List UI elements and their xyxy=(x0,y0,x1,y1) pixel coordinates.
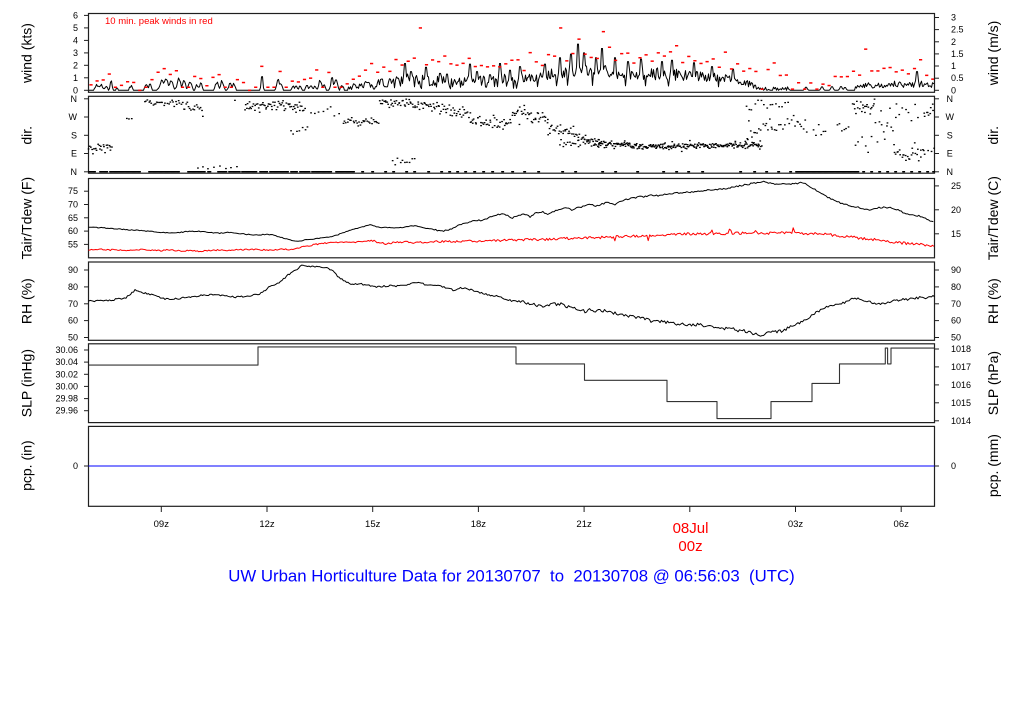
svg-text:70: 70 xyxy=(68,299,78,309)
svg-text:SLP (inHg): SLP (inHg) xyxy=(19,349,35,417)
svg-text:30.06: 30.06 xyxy=(55,345,78,355)
svg-text:30.00: 30.00 xyxy=(55,381,78,391)
svg-text:15z: 15z xyxy=(365,519,381,530)
svg-text:1015: 1015 xyxy=(951,398,971,408)
svg-text:90: 90 xyxy=(951,265,961,275)
svg-text:1: 1 xyxy=(951,61,956,71)
svg-text:RH (%): RH (%) xyxy=(19,278,35,324)
svg-text:N: N xyxy=(71,167,78,177)
svg-text:06z: 06z xyxy=(894,519,910,530)
svg-text:E: E xyxy=(71,149,77,159)
svg-text:0: 0 xyxy=(951,461,956,471)
svg-text:1014: 1014 xyxy=(951,416,971,426)
svg-text:15: 15 xyxy=(951,229,961,239)
svg-text:09z: 09z xyxy=(154,519,170,530)
svg-text:10 min. peak winds in red: 10 min. peak winds in red xyxy=(105,16,213,27)
svg-text:S: S xyxy=(947,130,953,140)
svg-text:4: 4 xyxy=(73,35,78,45)
svg-text:70: 70 xyxy=(951,299,961,309)
svg-text:20: 20 xyxy=(951,205,961,215)
svg-text:N: N xyxy=(947,94,954,104)
svg-text:Tair/Tdew (C): Tair/Tdew (C) xyxy=(985,176,1001,260)
svg-text:2.5: 2.5 xyxy=(951,25,964,35)
svg-text:80: 80 xyxy=(68,282,78,292)
svg-text:1017: 1017 xyxy=(951,362,971,372)
svg-text:1018: 1018 xyxy=(951,344,971,354)
svg-text:1016: 1016 xyxy=(951,380,971,390)
svg-text:wind (kts): wind (kts) xyxy=(19,23,35,84)
svg-text:1.5: 1.5 xyxy=(951,49,964,59)
svg-text:50: 50 xyxy=(951,333,961,343)
svg-text:dir.: dir. xyxy=(985,126,1001,145)
svg-text:0: 0 xyxy=(73,461,78,471)
svg-text:18z: 18z xyxy=(471,519,487,530)
svg-text:60: 60 xyxy=(951,316,961,326)
svg-text:UW Urban Horticulture Data for: UW Urban Horticulture Data for 20130707 … xyxy=(228,566,794,585)
svg-text:00z: 00z xyxy=(678,538,702,555)
svg-text:6: 6 xyxy=(73,10,78,20)
svg-text:70: 70 xyxy=(68,200,78,210)
svg-text:75: 75 xyxy=(68,186,78,196)
svg-text:0: 0 xyxy=(73,85,78,95)
svg-text:SLP (hPa): SLP (hPa) xyxy=(985,351,1001,415)
svg-text:29.96: 29.96 xyxy=(55,406,78,416)
svg-text:55: 55 xyxy=(68,239,78,249)
svg-text:65: 65 xyxy=(68,213,78,223)
svg-text:dir.: dir. xyxy=(19,126,35,145)
svg-text:5: 5 xyxy=(73,23,78,33)
svg-text:29.98: 29.98 xyxy=(55,394,78,404)
svg-text:RH (%): RH (%) xyxy=(985,278,1001,324)
svg-text:N: N xyxy=(71,94,78,104)
svg-text:25: 25 xyxy=(951,181,961,191)
svg-text:W: W xyxy=(69,112,78,122)
svg-text:30.02: 30.02 xyxy=(55,369,78,379)
svg-text:08Jul: 08Jul xyxy=(673,520,709,537)
svg-text:1: 1 xyxy=(73,73,78,83)
svg-text:W: W xyxy=(946,112,955,122)
svg-text:Tair/Tdew (F): Tair/Tdew (F) xyxy=(19,177,35,259)
svg-text:pcp. (in): pcp. (in) xyxy=(19,440,35,491)
svg-text:pcp. (mm): pcp. (mm) xyxy=(985,434,1001,497)
svg-text:3: 3 xyxy=(951,13,956,23)
svg-text:E: E xyxy=(947,149,953,159)
svg-text:0: 0 xyxy=(951,85,956,95)
svg-text:12z: 12z xyxy=(259,519,275,530)
svg-text:30.04: 30.04 xyxy=(55,357,78,367)
svg-text:wind (m/s): wind (m/s) xyxy=(985,21,1001,87)
svg-text:2: 2 xyxy=(951,37,956,47)
svg-text:80: 80 xyxy=(951,282,961,292)
svg-text:90: 90 xyxy=(68,265,78,275)
svg-text:03z: 03z xyxy=(788,519,804,530)
svg-text:0.5: 0.5 xyxy=(951,73,964,83)
svg-text:60: 60 xyxy=(68,226,78,236)
svg-text:3: 3 xyxy=(73,48,78,58)
svg-text:50: 50 xyxy=(68,333,78,343)
svg-text:60: 60 xyxy=(68,316,78,326)
svg-text:21z: 21z xyxy=(576,519,592,530)
svg-text:N: N xyxy=(947,167,954,177)
svg-text:S: S xyxy=(71,130,77,140)
svg-text:2: 2 xyxy=(73,60,78,70)
